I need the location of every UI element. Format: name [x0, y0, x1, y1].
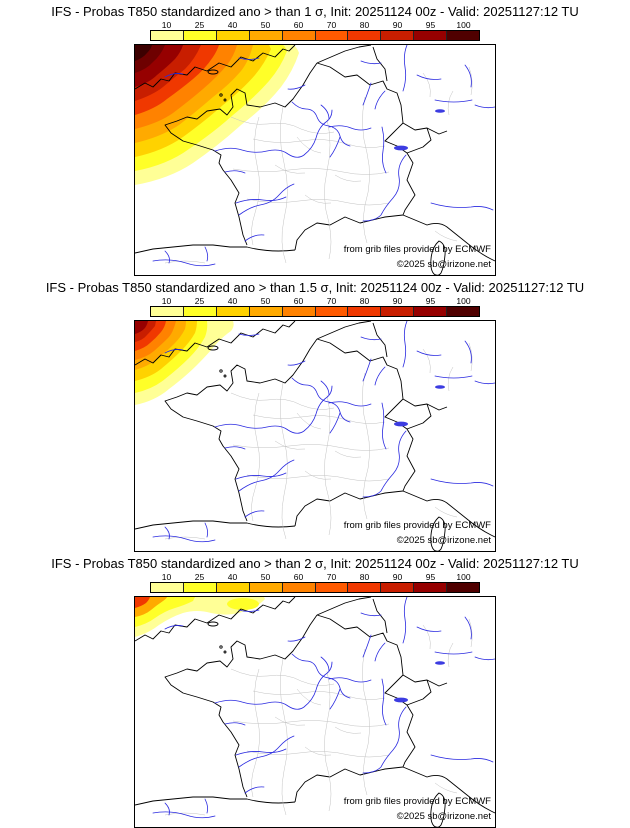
colorbar-tick: 25: [194, 572, 205, 582]
colorbar-segment: [151, 307, 184, 316]
map-1sigma: [135, 45, 495, 275]
colorbar-segment: [151, 31, 184, 40]
colorbar-segment: [183, 31, 217, 40]
panel-title: IFS - Probas T850 standardized ano > tha…: [51, 556, 579, 571]
colorbar-tick: 95: [425, 20, 436, 30]
colorbar-tick: 40: [227, 20, 238, 30]
colorbar-segment: [381, 31, 415, 40]
colorbar-tick-labels: 10 25 40 50 60 70 80 90 95 100: [150, 20, 480, 30]
colorbar-segment: [381, 307, 415, 316]
panel-title: IFS - Probas T850 standardized ano > tha…: [45, 280, 585, 295]
colorbar-tick: 90: [392, 20, 403, 30]
colorbar-tick: 100: [456, 296, 471, 306]
colorbar-segment: [249, 31, 283, 40]
colorbar-tick: 80: [359, 296, 370, 306]
colorbar-segment: [151, 583, 184, 592]
colorbar-segment: [282, 307, 316, 316]
colorbar-tick: 90: [392, 572, 403, 582]
colorbar-tick: 60: [293, 572, 304, 582]
colorbar-tick: 70: [326, 572, 337, 582]
colorbar-segment: [315, 31, 349, 40]
map-frame: [134, 320, 496, 552]
colorbar-segment: [348, 307, 382, 316]
colorbar-tick: 60: [293, 20, 304, 30]
colorbar-tick: 80: [359, 20, 370, 30]
colorbar: 10 25 40 50 60 70 80 90 95 100: [150, 20, 480, 41]
colorbar-segment: [216, 583, 250, 592]
probability-contours: [135, 597, 265, 637]
colorbar-tick: 100: [456, 20, 471, 30]
colorbar-tick: 40: [227, 572, 238, 582]
panel-1-5sigma: IFS - Probas T850 standardized ano > tha…: [0, 276, 630, 552]
colorbar: 10 25 40 50 60 70 80 90 95 100: [150, 572, 480, 593]
colorbar-segment: [216, 307, 250, 316]
map-2sigma: [135, 597, 495, 827]
colorbar-segment: [414, 31, 448, 40]
colorbar-segment: [282, 31, 316, 40]
probability-contours: [135, 321, 234, 405]
colorbar-segment: [447, 307, 480, 316]
colorbar: 10 25 40 50 60 70 80 90 95 100: [150, 296, 480, 317]
colorbar-tick-labels: 10 25 40 50 60 70 80 90 95 100: [150, 296, 480, 306]
colorbar-segment: [315, 583, 349, 592]
colorbar-bar: [150, 306, 480, 317]
colorbar-tick: 70: [326, 296, 337, 306]
panel-1sigma: IFS - Probas T850 standardized ano > tha…: [0, 0, 630, 276]
colorbar-tick: 90: [392, 296, 403, 306]
colorbar-segment: [249, 307, 283, 316]
map-frame: [134, 596, 496, 828]
colorbar-bar: [150, 582, 480, 593]
colorbar-tick: 50: [260, 20, 271, 30]
panel-title: IFS - Probas T850 standardized ano > tha…: [51, 4, 579, 19]
colorbar-segment: [348, 31, 382, 40]
colorbar-segment: [216, 31, 250, 40]
colorbar-segment: [249, 583, 283, 592]
map-1-5sigma: [135, 321, 495, 551]
colorbar-segment: [414, 583, 448, 592]
colorbar-tick: 50: [260, 296, 271, 306]
colorbar-tick: 95: [425, 296, 436, 306]
colorbar-bar: [150, 30, 480, 41]
colorbar-tick: 10: [161, 296, 172, 306]
colorbar-segment: [447, 31, 480, 40]
colorbar-segment: [183, 307, 217, 316]
colorbar-segment: [447, 583, 480, 592]
colorbar-tick: 50: [260, 572, 271, 582]
colorbar-segment: [183, 583, 217, 592]
colorbar-segment: [348, 583, 382, 592]
colorbar-tick: 10: [161, 572, 172, 582]
colorbar-segment: [282, 583, 316, 592]
colorbar-tick-labels: 10 25 40 50 60 70 80 90 95 100: [150, 572, 480, 582]
colorbar-tick: 80: [359, 572, 370, 582]
colorbar-segment: [315, 307, 349, 316]
map-frame: [134, 44, 496, 276]
colorbar-segment: [381, 583, 415, 592]
probability-contours: [135, 45, 299, 185]
colorbar-tick: 10: [161, 20, 172, 30]
colorbar-segment: [414, 307, 448, 316]
colorbar-tick: 40: [227, 296, 238, 306]
colorbar-tick: 25: [194, 20, 205, 30]
panel-2sigma: IFS - Probas T850 standardized ano > tha…: [0, 552, 630, 828]
colorbar-tick: 100: [456, 572, 471, 582]
colorbar-tick: 70: [326, 20, 337, 30]
colorbar-tick: 95: [425, 572, 436, 582]
colorbar-tick: 60: [293, 296, 304, 306]
colorbar-tick: 25: [194, 296, 205, 306]
